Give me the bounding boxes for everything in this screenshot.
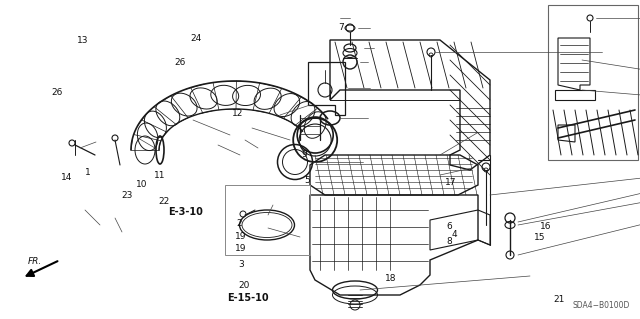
Text: 2: 2 [236,219,242,228]
Text: 22: 22 [159,197,170,206]
Text: 26: 26 [174,58,186,67]
Text: 1: 1 [85,168,91,177]
Text: E-15-10: E-15-10 [227,293,269,303]
Text: 20: 20 [239,281,250,290]
Text: 8: 8 [446,237,452,246]
Text: 15: 15 [534,233,545,242]
Text: SDA4−B0100D: SDA4−B0100D [573,300,630,309]
Text: 19: 19 [235,244,246,253]
Text: 7: 7 [338,23,344,32]
Text: 23: 23 [122,191,133,200]
Text: 4: 4 [452,230,458,239]
Text: 11: 11 [154,171,165,180]
Text: 10: 10 [136,180,148,189]
Text: 18: 18 [385,274,396,283]
Text: 3: 3 [239,260,244,269]
Text: 9: 9 [301,150,307,159]
Text: FR.: FR. [28,257,42,266]
Text: 12: 12 [232,109,244,118]
Text: 5: 5 [305,176,310,185]
Text: 19: 19 [235,232,246,241]
Text: 21: 21 [553,295,564,304]
Text: 16: 16 [540,222,551,231]
Text: 14: 14 [61,173,72,182]
Text: 6: 6 [446,222,452,231]
Text: 26: 26 [51,88,63,97]
Text: 17: 17 [445,178,456,187]
Text: 13: 13 [77,36,89,45]
Text: E-3-10: E-3-10 [168,207,202,217]
Text: 24: 24 [190,34,202,43]
